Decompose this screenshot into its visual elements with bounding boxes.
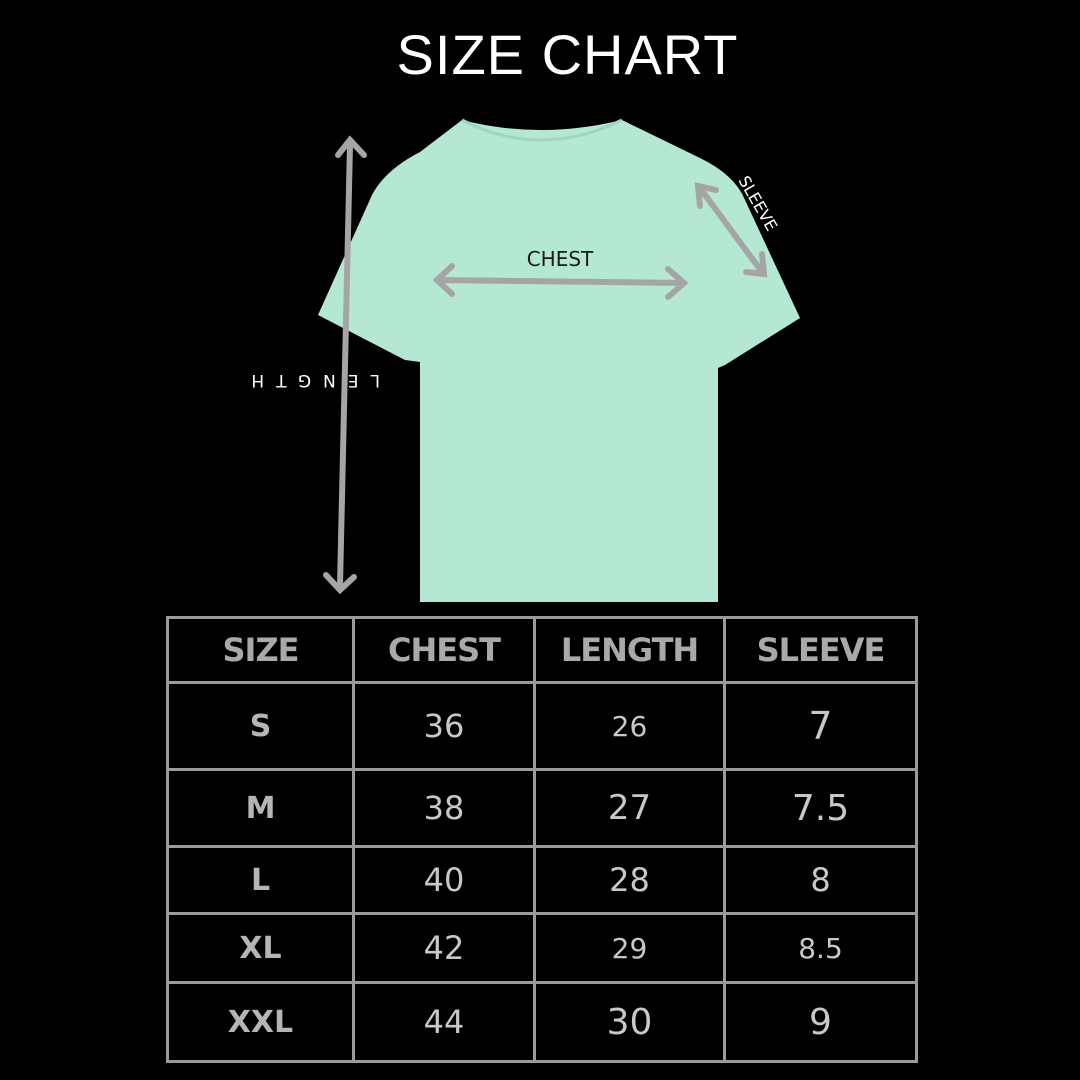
size-table: SIZE CHEST LENGTH SLEEVE S 36 26 7 M 38 … [166, 616, 918, 1063]
sleeve-arrow [694, 182, 768, 278]
size-cell: S [166, 681, 355, 771]
sleeve-cell: 8 [723, 845, 918, 915]
sleeve-cell: 7 [723, 681, 918, 771]
chest-label: CHEST [527, 247, 594, 271]
length-cell: 28 [533, 845, 726, 915]
chest-cell: 44 [352, 981, 536, 1063]
header-size: SIZE [166, 616, 355, 684]
length-cell: 30 [533, 981, 726, 1063]
chest-cell: 36 [352, 681, 536, 771]
tshirt-diagram: CHEST SLEEVE LENGTH [239, 118, 800, 602]
table-row: XXL 44 30 9 [166, 981, 918, 1063]
length-cell: 29 [533, 912, 726, 984]
size-cell: XXL [166, 981, 355, 1063]
table-row: S 36 26 7 [166, 681, 918, 771]
length-cell: 26 [533, 681, 726, 771]
chest-cell: 42 [352, 912, 536, 984]
sleeve-cell: 8.5 [723, 912, 918, 984]
length-arrow [323, 135, 367, 595]
table-row: L 40 28 8 [166, 845, 918, 915]
table-header-row: SIZE CHEST LENGTH SLEEVE [166, 616, 918, 684]
chest-arrow [432, 263, 689, 300]
tshirt-illustration [318, 120, 800, 602]
length-cell: 27 [533, 768, 726, 848]
chest-cell: 40 [352, 845, 536, 915]
chest-cell: 38 [352, 768, 536, 848]
page-title: SIZE CHART [396, 23, 739, 86]
table-row: XL 42 29 8.5 [166, 912, 918, 984]
size-cell: L [166, 845, 355, 915]
table-row: M 38 27 7.5 [166, 768, 918, 848]
header-chest: CHEST [352, 616, 536, 684]
sleeve-cell: 7.5 [723, 768, 918, 848]
header-length: LENGTH [533, 616, 726, 684]
size-cell: M [166, 768, 355, 848]
length-label: LENGTH [239, 370, 380, 390]
header-sleeve: SLEEVE [723, 616, 918, 684]
size-cell: XL [166, 912, 355, 984]
sleeve-cell: 9 [723, 981, 918, 1063]
